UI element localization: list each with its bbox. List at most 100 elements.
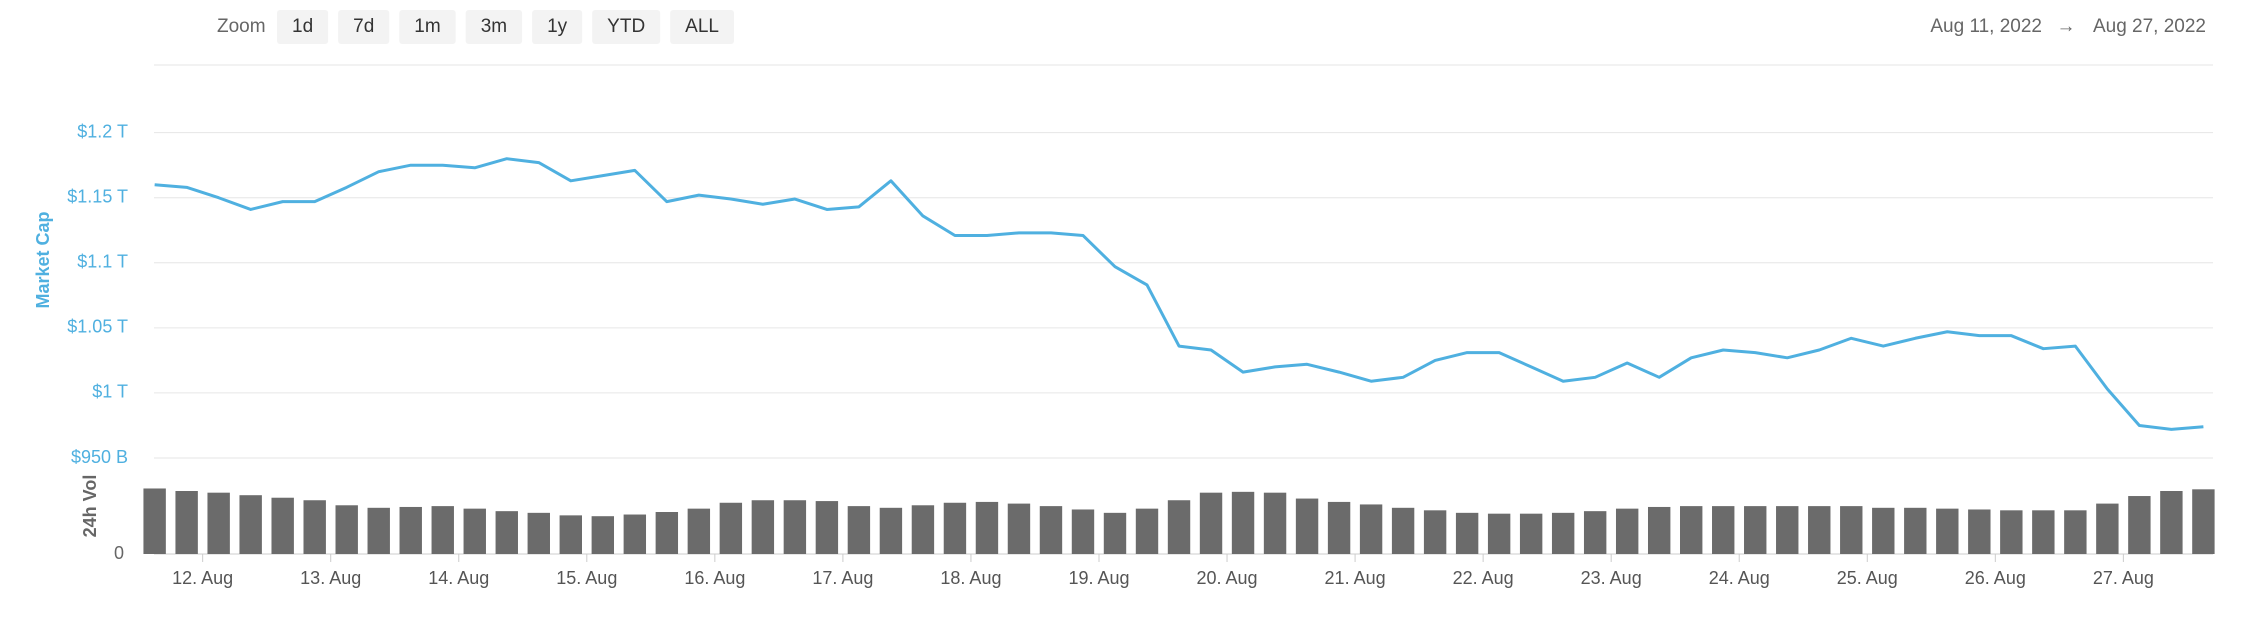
x-tick-label: 20. Aug	[1197, 568, 1258, 588]
volume-bar	[2192, 489, 2215, 554]
x-tick-label: 27. Aug	[2093, 568, 2154, 588]
y-tick-label: $1.15 T	[67, 186, 128, 206]
x-tick-label: 22. Aug	[1453, 568, 1514, 588]
date-arrow: →	[2057, 16, 2076, 37]
x-tick-label: 24. Aug	[1709, 568, 1770, 588]
volume-bar	[1712, 506, 1735, 554]
zoom-button[interactable]	[670, 10, 734, 44]
x-tick-label: 25. Aug	[1837, 568, 1898, 588]
volume-bar	[1808, 506, 1831, 554]
x-tick-label: 19. Aug	[1068, 568, 1129, 588]
volume-bar	[1391, 507, 1415, 554]
zoom-button-label[interactable]: YTD	[607, 16, 645, 37]
y-axis-title: Market Cap	[33, 211, 53, 308]
volume-bar	[1551, 512, 1575, 554]
volume-bar	[335, 505, 358, 554]
volume-bar	[399, 506, 422, 554]
volume-bar	[1263, 492, 1287, 554]
y-tick-label: $1.2 T	[77, 121, 128, 141]
volume-bar	[623, 514, 647, 554]
volume-bar	[1936, 508, 1959, 554]
volume-bar	[2000, 510, 2023, 554]
x-tick-label: 15. Aug	[556, 568, 617, 588]
volume-bar	[143, 488, 166, 554]
volume-bar	[687, 508, 711, 554]
volume-bar	[559, 515, 582, 554]
zoom-button-label[interactable]: 7d	[353, 16, 374, 37]
volume-bar	[1519, 513, 1543, 554]
zoom-button[interactable]	[465, 10, 523, 44]
x-tick-label: 17. Aug	[812, 568, 873, 588]
volume-bar	[1039, 506, 1063, 554]
volume-bar	[431, 506, 454, 554]
volume-bar	[1071, 509, 1095, 554]
x-tick-label: 23. Aug	[1581, 568, 1642, 588]
zoom-button-label[interactable]: 1y	[547, 16, 568, 37]
volume-bar	[1167, 500, 1191, 554]
zoom-button[interactable]	[592, 10, 661, 44]
volume-bar	[1135, 508, 1159, 554]
x-tick-label: 18. Aug	[940, 568, 1001, 588]
zoom-button[interactable]	[338, 10, 390, 44]
volume-bar	[2128, 496, 2151, 554]
zoom-button[interactable]	[532, 10, 583, 44]
volume-bar	[1423, 510, 1447, 554]
volume-bar	[911, 505, 935, 554]
x-tick-label: 14. Aug	[428, 568, 489, 588]
x-tick-label: 21. Aug	[1325, 568, 1386, 588]
zoom-button-label[interactable]: 1d	[292, 16, 313, 37]
volume-bar	[1007, 503, 1031, 554]
x-tick-label: 26. Aug	[1965, 568, 2026, 588]
date-from[interactable]: Aug 11, 2022	[1930, 16, 2042, 37]
volume-bar	[943, 502, 967, 554]
volume-bar	[1904, 507, 1927, 554]
x-tick-label: 12. Aug	[172, 568, 233, 588]
date-to[interactable]: Aug 27, 2022	[2093, 16, 2206, 37]
volume-bar	[303, 500, 326, 554]
volume-bar	[783, 500, 807, 554]
zoom-button-label[interactable]: ALL	[685, 16, 719, 37]
volume-bar	[527, 512, 550, 554]
y-tick-label: $1 T	[92, 382, 128, 402]
volume-bar	[655, 512, 679, 554]
volume-bar	[463, 508, 486, 554]
volume-bar	[1968, 509, 1991, 554]
zoom-button-label[interactable]: 1m	[414, 16, 440, 37]
volume-bar	[975, 501, 999, 554]
zoom-button[interactable]	[399, 10, 456, 44]
volume-bar	[495, 511, 518, 554]
volume-bar	[1744, 506, 1767, 554]
volume-bar	[751, 500, 775, 554]
volume-bar	[591, 516, 615, 554]
volume-bar	[1231, 491, 1255, 554]
volume-bar	[1455, 512, 1479, 554]
x-tick-label: 13. Aug	[300, 568, 361, 588]
volume-bar	[879, 507, 903, 554]
volume-bar	[1199, 492, 1223, 554]
market-cap-line	[154, 157, 2204, 431]
zoom-button-label[interactable]: 3m	[481, 16, 507, 37]
volume-bar	[2064, 510, 2087, 554]
volume-bar	[1583, 511, 1607, 554]
volume-bar	[1103, 512, 1127, 554]
volume-bar	[1680, 506, 1703, 554]
volume-bar	[175, 491, 198, 554]
y-tick-label: $1.1 T	[77, 252, 128, 272]
volume-bar	[271, 497, 294, 554]
volume-bar	[367, 507, 390, 554]
volume-bar	[1615, 508, 1639, 554]
volume-bar	[2096, 503, 2119, 554]
volume-bar	[2032, 510, 2055, 554]
volume-bar	[1872, 507, 1895, 554]
y-tick-label: $950 B	[71, 447, 128, 467]
volume-bar	[207, 492, 230, 554]
volume-bar	[1359, 504, 1383, 554]
y2-tick-label: 0	[114, 543, 124, 563]
zoom-label: Zoom	[217, 16, 266, 37]
volume-bar	[1487, 513, 1511, 554]
volume-bar	[1295, 498, 1319, 554]
volume-bar	[1647, 506, 1671, 554]
zoom-button[interactable]	[277, 10, 329, 44]
y-tick-label: $1.05 T	[67, 317, 128, 337]
